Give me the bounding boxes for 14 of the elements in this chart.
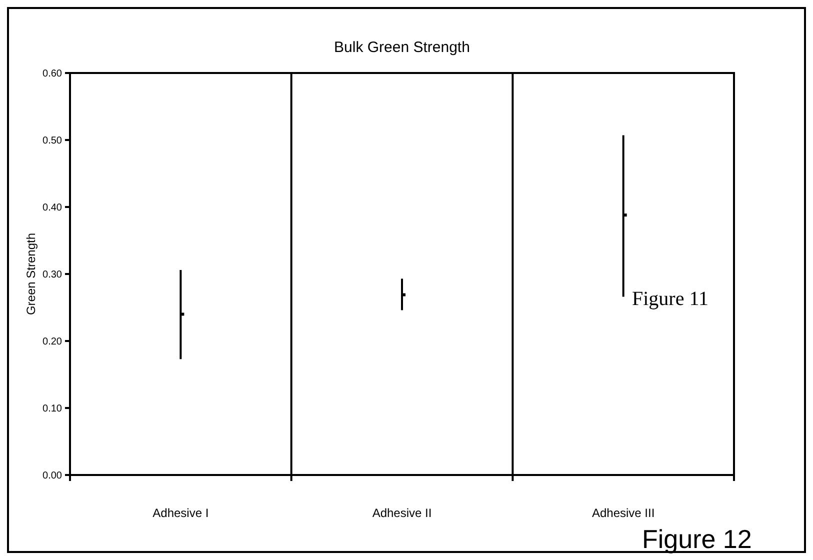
y-axis-title: Green Strength [24, 232, 38, 316]
caption: Figure 12 [642, 524, 752, 554]
y-tick-label: 0.50 [42, 136, 62, 146]
y-tick-label: 0.30 [42, 270, 62, 280]
y-tick-label: 0.60 [42, 68, 62, 80]
y-tick-label: 0.10 [42, 404, 62, 414]
annotation: Figure 11 [632, 288, 708, 310]
y-tick-label: 0.00 [42, 470, 62, 482]
x-tick-label: Adhesive III [592, 506, 655, 520]
y-tick-label: 0.40 [42, 202, 62, 214]
chart-title: Bulk Green Strength [334, 39, 470, 56]
y-tick-label: 0.20 [42, 336, 62, 348]
x-tick-label: Adhesive I [152, 506, 209, 520]
x-tick-label: Adhesive II [372, 506, 432, 520]
